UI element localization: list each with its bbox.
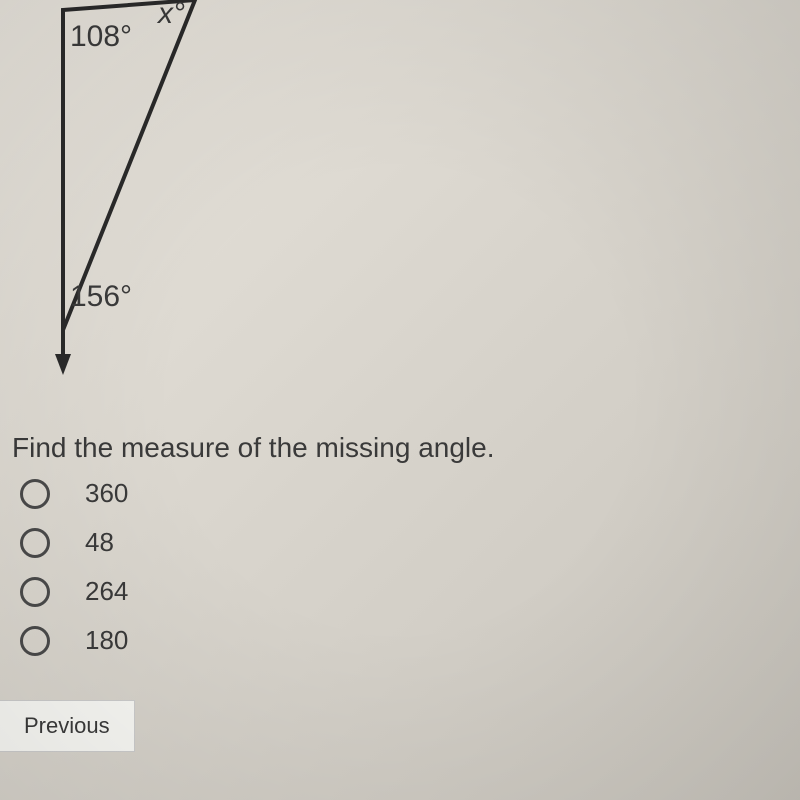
option-label: 264 — [85, 576, 128, 607]
option-label: 360 — [85, 478, 128, 509]
option-row: 264 — [20, 576, 128, 607]
previous-button[interactable]: Previous — [0, 700, 135, 752]
content-area: 108° x° 156° Find the measure of the mis… — [0, 0, 800, 800]
option-row: 48 — [20, 527, 128, 558]
option-row: 360 — [20, 478, 128, 509]
radio-option-2[interactable] — [20, 528, 50, 558]
angle-label-x: x° — [158, 0, 185, 31]
radio-option-3[interactable] — [20, 577, 50, 607]
question-text: Find the measure of the missing angle. — [12, 432, 494, 464]
options-list: 360 48 264 180 — [20, 478, 128, 674]
triangle-diagram: 108° x° 156° — [55, 0, 255, 380]
angle-label-156: 156° — [70, 280, 132, 314]
option-label: 48 — [85, 527, 114, 558]
option-label: 180 — [85, 625, 128, 656]
angle-label-108: 108° — [70, 20, 132, 54]
radio-option-1[interactable] — [20, 479, 50, 509]
radio-option-4[interactable] — [20, 626, 50, 656]
option-row: 180 — [20, 625, 128, 656]
